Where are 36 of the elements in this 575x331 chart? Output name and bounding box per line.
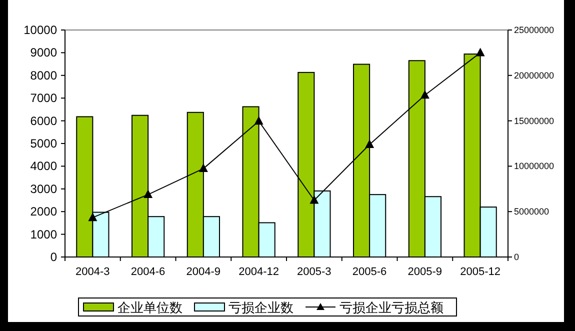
y-tick-label: 7000 <box>30 91 58 106</box>
y-tick-label: 10000 <box>24 23 58 37</box>
y2-tick-label: 25000000 <box>514 25 554 35</box>
y-tick-label: 3000 <box>30 182 58 196</box>
x-tick-label: 2005-3 <box>297 266 332 278</box>
y-tick-label: 1000 <box>30 227 58 242</box>
legend-label: 亏损企业亏损总额 <box>340 300 444 315</box>
y2-tick-label: 15000000 <box>514 116 554 126</box>
legend-label: 企业单位数 <box>118 300 182 315</box>
y2-tick-label: 20000000 <box>514 70 554 80</box>
x-tick-label: 2004-6 <box>130 266 166 278</box>
y2-tick-label: 10000000 <box>514 161 554 172</box>
point <box>365 140 374 148</box>
y-tick-label: 5000 <box>30 136 58 150</box>
point <box>88 212 98 222</box>
x-tick-label: 2004-3 <box>76 266 110 278</box>
point <box>476 48 485 56</box>
y-tick-label: 0 <box>50 250 58 264</box>
x-tick-label: 2004-9 <box>186 266 221 278</box>
y-tick-label: 4000 <box>30 159 58 174</box>
y-tick-label: 6000 <box>30 114 58 128</box>
y-tick-label: 8000 <box>30 68 58 82</box>
x-tick-label: 2005-6 <box>352 266 387 278</box>
point <box>144 190 153 198</box>
point <box>254 116 264 125</box>
legend-label: 亏损企业数 <box>228 300 294 315</box>
point <box>310 195 319 204</box>
point <box>420 90 430 99</box>
y2-tick-label: 0 <box>514 252 520 262</box>
y-tick-label: 9000 <box>30 46 58 60</box>
point <box>198 164 208 172</box>
x-tick-label: 2004-12 <box>238 266 279 278</box>
y2-tick-label: 5000000 <box>514 206 550 217</box>
x-tick-label: 2005-12 <box>460 266 500 278</box>
y-tick-label: 2000 <box>30 204 58 219</box>
x-tick-label: 2005-9 <box>408 266 442 278</box>
